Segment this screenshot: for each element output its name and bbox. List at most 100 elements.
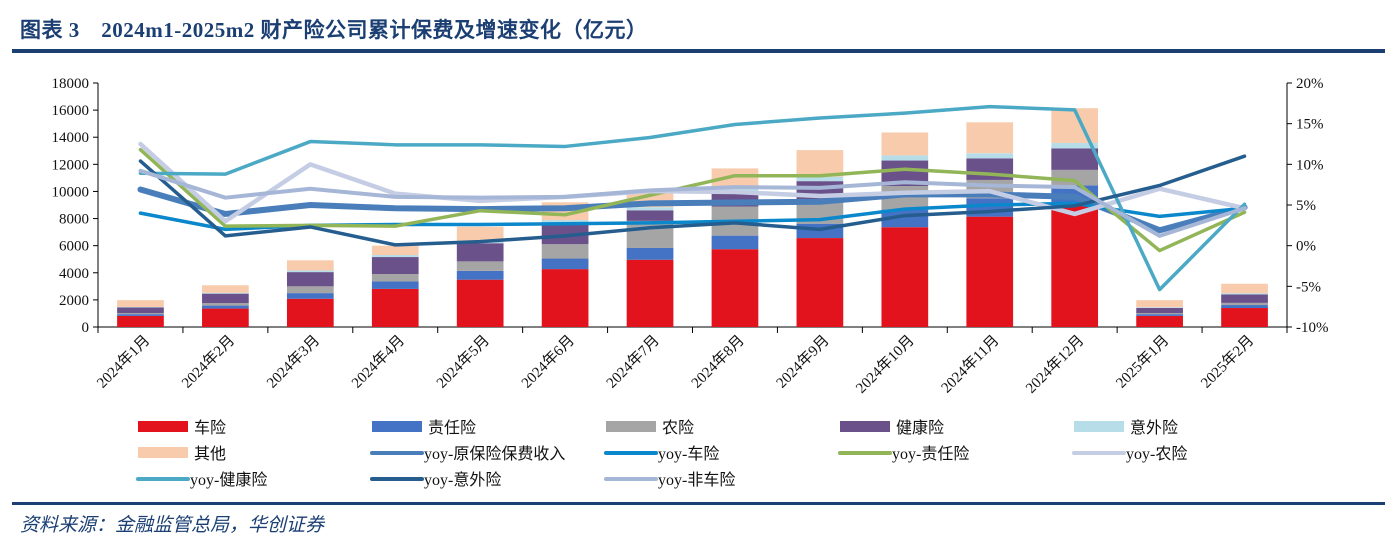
- legend-label: 车险: [194, 419, 226, 437]
- legend-item: 其他: [138, 445, 226, 463]
- left-tick-label: 4000: [59, 266, 89, 282]
- bar-segment: [541, 223, 589, 245]
- bar-segment: [202, 303, 249, 306]
- legend-label: yoy-健康险: [190, 471, 267, 489]
- bar-segment: [711, 249, 759, 327]
- legend-item: 责任险: [372, 419, 476, 437]
- bar-segment: [966, 153, 1014, 159]
- bar-segment: [1136, 307, 1183, 308]
- legend-item: yoy-原保险保费收入: [370, 445, 565, 463]
- bar-segment: [286, 293, 334, 299]
- bar-segment: [286, 298, 334, 327]
- legend-item: yoy-农险: [1072, 445, 1187, 463]
- source-note: 资料来源：金融监管总局，华创证券: [20, 515, 325, 536]
- bar-segment: [1221, 293, 1268, 295]
- bar-segment: [1051, 205, 1099, 327]
- bar-stack: [286, 260, 334, 327]
- bar-segment: [456, 261, 504, 271]
- x-tick-label: 2024年6月: [518, 332, 578, 392]
- stacked-bars: [117, 108, 1268, 327]
- bar-segment: [456, 226, 504, 241]
- bar-segment: [1221, 294, 1268, 303]
- bar-segment: [371, 281, 419, 289]
- bar-segment: [371, 273, 419, 282]
- bar-segment: [796, 238, 844, 327]
- bar-segment: [286, 260, 334, 271]
- series-line: [138, 154, 1247, 247]
- bar-segment: [626, 207, 674, 211]
- series-line: [137, 186, 1248, 234]
- legend-label: 责任险: [428, 419, 476, 437]
- legend-label: 意外险: [1130, 418, 1178, 437]
- bar-segment: [202, 308, 249, 327]
- legend-swatch: [372, 421, 422, 432]
- bar-segment: [711, 168, 759, 190]
- bar-segment: [541, 258, 589, 270]
- bar-segment: [711, 235, 759, 250]
- right-tick-label: -5%: [1296, 279, 1321, 295]
- x-tick-label: 2024年3月: [263, 332, 323, 392]
- legend-label: yoy-非车险: [658, 471, 735, 489]
- series-line: [138, 141, 1247, 224]
- legend-item: yoy-意外险: [370, 470, 501, 489]
- bar-segment: [626, 210, 674, 221]
- right-tick-label: 0%: [1296, 239, 1316, 255]
- bar-stack: [966, 122, 1014, 327]
- legend-swatch: [840, 421, 890, 432]
- left-tick-label: 6000: [59, 239, 89, 255]
- bar-segment: [541, 220, 589, 224]
- x-tick-label: 2025年1月: [1113, 332, 1173, 392]
- bar-segment: [117, 306, 164, 308]
- bar-segment: [286, 286, 334, 294]
- bar-segment: [456, 279, 504, 327]
- legend-item: 健康险: [840, 419, 944, 437]
- bar-stack: [202, 285, 249, 327]
- legend-swatch: [138, 421, 188, 432]
- right-tick-label: 15%: [1296, 117, 1324, 133]
- legend-swatch: [606, 421, 656, 432]
- right-tick-label: 20%: [1296, 76, 1324, 92]
- bar-segment: [202, 293, 249, 304]
- bar-segment: [1221, 283, 1268, 294]
- legend-item: yoy-非车险: [604, 471, 735, 489]
- bar-segment: [117, 307, 164, 314]
- bar-segment: [1221, 308, 1268, 327]
- right-tick-label: -10%: [1296, 320, 1329, 336]
- x-axis-labels: 2024年1月 2024年2月 2024年3月 2024年4月 2024年5月 2024年…: [94, 332, 1258, 397]
- left-tick-label: 10000: [52, 184, 90, 200]
- bar-segment: [626, 259, 674, 327]
- bar-segment: [117, 300, 164, 307]
- x-tick-label: 2024年7月: [603, 332, 663, 392]
- bar-segment: [1136, 307, 1183, 314]
- x-tick-label: 2024年10月: [853, 332, 918, 397]
- x-tick-label: 2024年1月: [94, 332, 154, 392]
- bar-stack: [456, 226, 504, 327]
- bar-segment: [1051, 142, 1099, 149]
- yoy-lines: [137, 104, 1248, 292]
- left-tick-label: 18000: [52, 76, 90, 92]
- legend-item: yoy-车险: [604, 445, 719, 463]
- series-line: [138, 147, 1247, 253]
- bar-stack: [371, 245, 419, 327]
- bar-segment: [371, 257, 419, 274]
- bar-segment: [541, 244, 589, 259]
- legend-item: yoy-责任险: [838, 445, 969, 463]
- x-tick-label: 2024年8月: [688, 332, 748, 392]
- bar-segment: [1136, 315, 1183, 327]
- bar-segment: [881, 227, 929, 327]
- bar-segment: [796, 150, 844, 177]
- bar-stack: [541, 202, 589, 327]
- x-tick-label: 2024年5月: [433, 332, 493, 392]
- bar-segment: [117, 314, 164, 316]
- right-tick-label: 10%: [1296, 157, 1324, 173]
- legend-label: yoy-农险: [1126, 445, 1187, 463]
- bar-segment: [1051, 169, 1099, 186]
- combo-chart: 0 2000 4000 6000 8000 10000 12000 14000 16000 180…: [52, 76, 1329, 489]
- bar-segment: [881, 155, 929, 161]
- legend-item: 农险: [606, 419, 694, 437]
- legend-swatch: [1074, 421, 1124, 432]
- bar-stack: [1051, 108, 1099, 327]
- figure-title: 图表 3 2024m1-2025m2 财产险公司累计保费及增速变化（亿元）: [20, 18, 648, 42]
- title-divider: [12, 49, 1385, 53]
- bar-segment: [626, 247, 674, 260]
